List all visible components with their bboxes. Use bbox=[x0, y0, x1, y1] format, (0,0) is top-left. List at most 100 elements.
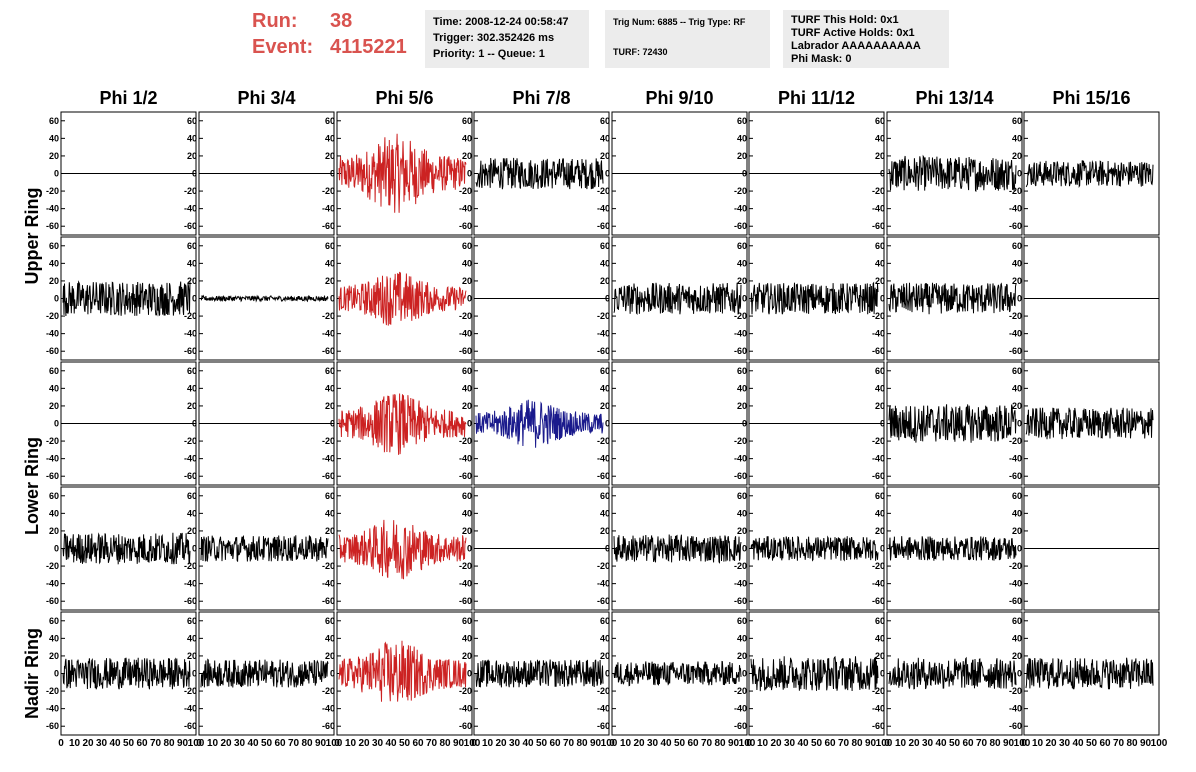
y-tick-label: -60 bbox=[184, 221, 197, 231]
y-tick-label: 60 bbox=[462, 616, 472, 626]
waveform-trace bbox=[1025, 160, 1154, 188]
y-tick-label: 40 bbox=[462, 258, 472, 268]
y-tick-label: 20 bbox=[737, 526, 747, 536]
y-tick-label: 60 bbox=[600, 366, 610, 376]
x-tick-label: 80 bbox=[989, 738, 1001, 749]
y-tick-label: -60 bbox=[872, 596, 885, 606]
y-tick-label: 40 bbox=[875, 258, 885, 268]
y-tick-label: -40 bbox=[184, 204, 197, 214]
y-tick-label: -20 bbox=[872, 311, 885, 321]
y-tick-label: 20 bbox=[49, 651, 59, 661]
y-tick-label: 60 bbox=[1012, 366, 1022, 376]
y-tick-label: 0 bbox=[192, 169, 197, 179]
x-tick-label: 90 bbox=[1003, 738, 1015, 749]
y-tick-label: -60 bbox=[597, 721, 610, 731]
x-tick-label: 20 bbox=[82, 738, 94, 749]
x-tick-label: 40 bbox=[522, 738, 534, 749]
y-tick-label: 40 bbox=[49, 133, 59, 143]
y-tick-label: 60 bbox=[187, 616, 197, 626]
x-tick-label: 70 bbox=[288, 738, 300, 749]
y-tick-label: 40 bbox=[462, 508, 472, 518]
y-tick-label: 40 bbox=[1012, 633, 1022, 643]
y-tick-label: 60 bbox=[875, 116, 885, 126]
x-tick-label: 20 bbox=[1045, 738, 1057, 749]
x-tick-label: 90 bbox=[590, 738, 602, 749]
y-tick-label: 60 bbox=[325, 366, 335, 376]
x-tick-label: 20 bbox=[495, 738, 507, 749]
y-tick-label: 40 bbox=[187, 508, 197, 518]
y-tick-label: 60 bbox=[600, 491, 610, 501]
column-header: Phi 13/14 bbox=[915, 88, 993, 108]
x-tick-label: 70 bbox=[426, 738, 438, 749]
y-tick-label: -40 bbox=[1009, 579, 1022, 589]
y-tick-label: 60 bbox=[875, 616, 885, 626]
y-tick-label: 60 bbox=[187, 241, 197, 251]
waveform-trace bbox=[750, 535, 879, 562]
y-tick-label: 60 bbox=[187, 366, 197, 376]
x-tick-label: 70 bbox=[1113, 738, 1125, 749]
x-tick-label: 90 bbox=[315, 738, 327, 749]
waveform-trace bbox=[888, 536, 1017, 561]
y-tick-label: 20 bbox=[737, 151, 747, 161]
y-tick-label: 40 bbox=[187, 258, 197, 268]
y-tick-label: 20 bbox=[875, 401, 885, 411]
y-tick-label: 20 bbox=[737, 651, 747, 661]
y-tick-label: 40 bbox=[325, 633, 335, 643]
x-tick-label: 0 bbox=[334, 738, 340, 749]
y-tick-label: -60 bbox=[46, 221, 59, 231]
y-tick-label: 60 bbox=[462, 116, 472, 126]
run-event-box: Run: 38 Event: 4115221 bbox=[252, 8, 407, 60]
y-tick-label: -60 bbox=[597, 221, 610, 231]
x-tick-label: 50 bbox=[536, 738, 548, 749]
y-tick-label: -60 bbox=[322, 471, 335, 481]
waveform-trace bbox=[475, 399, 604, 448]
x-tick-label: 10 bbox=[620, 738, 632, 749]
y-tick-label: 0 bbox=[605, 544, 610, 554]
y-tick-label: -40 bbox=[184, 704, 197, 714]
x-tick-label: 70 bbox=[563, 738, 575, 749]
y-tick-label: 40 bbox=[737, 633, 747, 643]
x-tick-label: 0 bbox=[58, 738, 64, 749]
y-tick-label: 40 bbox=[737, 258, 747, 268]
y-tick-label: 20 bbox=[325, 651, 335, 661]
y-tick-label: 20 bbox=[187, 401, 197, 411]
waveform-trace bbox=[888, 403, 1017, 443]
y-tick-label: 0 bbox=[1017, 669, 1022, 679]
y-tick-label: 60 bbox=[737, 491, 747, 501]
column-header: Phi 9/10 bbox=[645, 88, 713, 108]
x-tick-label: 0 bbox=[1021, 738, 1027, 749]
y-tick-label: 20 bbox=[875, 651, 885, 661]
x-tick-label: 0 bbox=[884, 738, 890, 749]
x-tick-label: 10 bbox=[69, 738, 81, 749]
y-tick-label: 0 bbox=[54, 544, 59, 554]
y-tick-label: 0 bbox=[742, 419, 747, 429]
y-tick-label: -20 bbox=[184, 186, 197, 196]
waveform-trace bbox=[62, 657, 191, 690]
y-tick-label: 0 bbox=[192, 544, 197, 554]
y-tick-label: -20 bbox=[597, 436, 610, 446]
y-tick-label: 60 bbox=[462, 366, 472, 376]
x-tick-label: 40 bbox=[660, 738, 672, 749]
y-tick-label: 0 bbox=[605, 169, 610, 179]
y-tick-label: 60 bbox=[875, 241, 885, 251]
x-tick-label: 10 bbox=[345, 738, 357, 749]
column-header: Phi 15/16 bbox=[1052, 88, 1130, 108]
y-tick-label: -60 bbox=[184, 721, 197, 731]
y-tick-label: 0 bbox=[192, 669, 197, 679]
y-tick-label: -40 bbox=[322, 579, 335, 589]
row-label: Upper Ring bbox=[22, 188, 42, 285]
x-tick-label: 60 bbox=[687, 738, 699, 749]
y-tick-label: 40 bbox=[325, 508, 335, 518]
y-tick-label: -20 bbox=[46, 436, 59, 446]
x-tick-label: 20 bbox=[358, 738, 370, 749]
x-tick-label: 30 bbox=[647, 738, 659, 749]
y-tick-label: 0 bbox=[54, 669, 59, 679]
x-tick-label: 50 bbox=[674, 738, 686, 749]
y-tick-label: -60 bbox=[184, 346, 197, 356]
x-tick-label: 70 bbox=[701, 738, 713, 749]
y-tick-label: 0 bbox=[880, 544, 885, 554]
row-label: Nadir Ring bbox=[22, 628, 42, 719]
y-tick-label: 20 bbox=[325, 276, 335, 286]
y-tick-label: 20 bbox=[600, 401, 610, 411]
